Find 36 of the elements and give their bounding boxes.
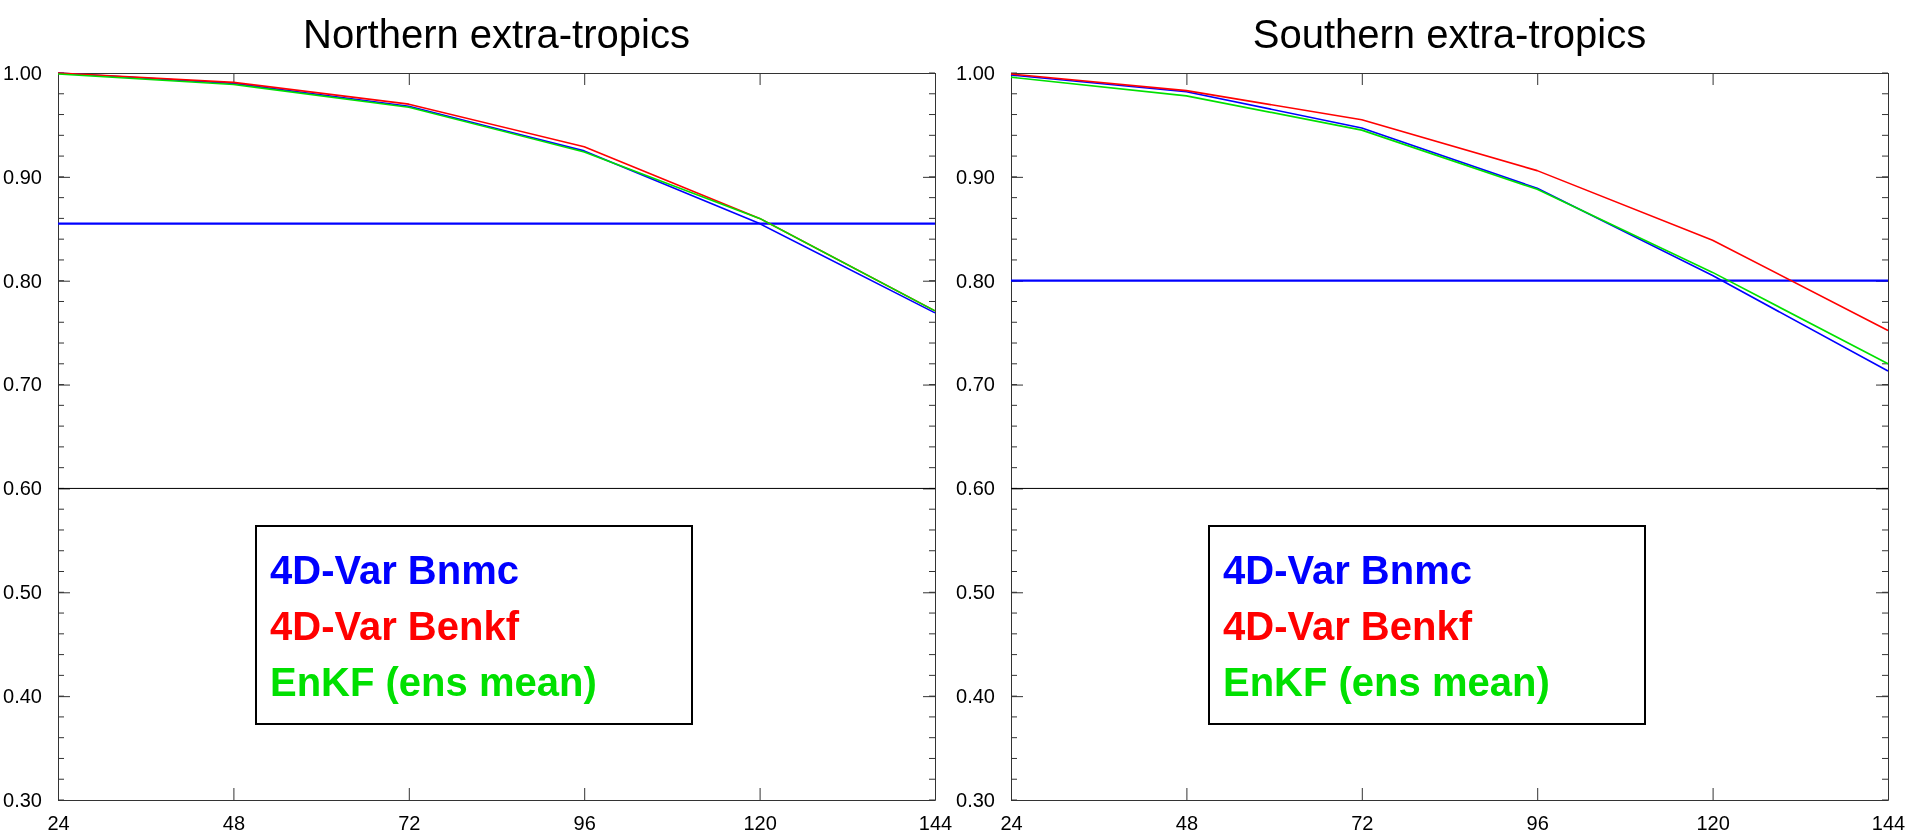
y-tick-label: 0.40 (3, 685, 42, 708)
x-tick-label: 72 (398, 812, 421, 830)
text: EnKF (ens mean) (270, 660, 597, 704)
text: EnKF (ens mean) (1223, 660, 1550, 704)
y-tick-label: 0.90 (956, 165, 995, 188)
y-tick-label: 1.00 (956, 61, 995, 84)
y-tick-label: 0.30 (956, 788, 995, 811)
y-tick-label: 0.90 (3, 165, 42, 188)
y-tick-label: 1.00 (3, 61, 42, 84)
x-tick-label: 48 (1175, 812, 1199, 830)
y-tick-label: 0.70 (3, 373, 42, 396)
x-tick-label: 48 (222, 812, 246, 830)
y-tick-label: 0.60 (3, 477, 42, 500)
y-tick-label: 0.80 (956, 269, 995, 292)
y-tick-label: 0.80 (3, 269, 42, 292)
text: 4D-Var Bnmc (270, 548, 519, 592)
x-tick-label: 120 (743, 812, 777, 830)
x-tick-label: 72 (1351, 812, 1374, 830)
x-tick-label: 24 (47, 812, 70, 830)
chart-title: Southern extra-tropics (1252, 12, 1647, 56)
y-tick-label: 0.30 (3, 788, 42, 811)
x-tick-label: 96 (1526, 812, 1549, 830)
y-tick-label: 0.40 (956, 685, 995, 708)
x-tick-label: 24 (1000, 812, 1023, 830)
y-tick-label: 0.60 (956, 477, 995, 500)
text: 4D-Var Benkf (1223, 604, 1473, 648)
y-tick-label: 0.50 (956, 581, 995, 604)
chart-title: Northern extra-tropics (303, 12, 690, 56)
text: 4D-Var Benkf (270, 604, 520, 648)
y-tick-label: 0.70 (956, 373, 995, 396)
y-tick-label: 0.50 (3, 581, 42, 604)
text: 4D-Var Bnmc (1223, 548, 1472, 592)
x-tick-label: 144 (1871, 812, 1906, 830)
x-tick-label: 144 (918, 812, 953, 830)
x-tick-label: 120 (1696, 812, 1730, 830)
x-tick-label: 96 (573, 812, 596, 830)
